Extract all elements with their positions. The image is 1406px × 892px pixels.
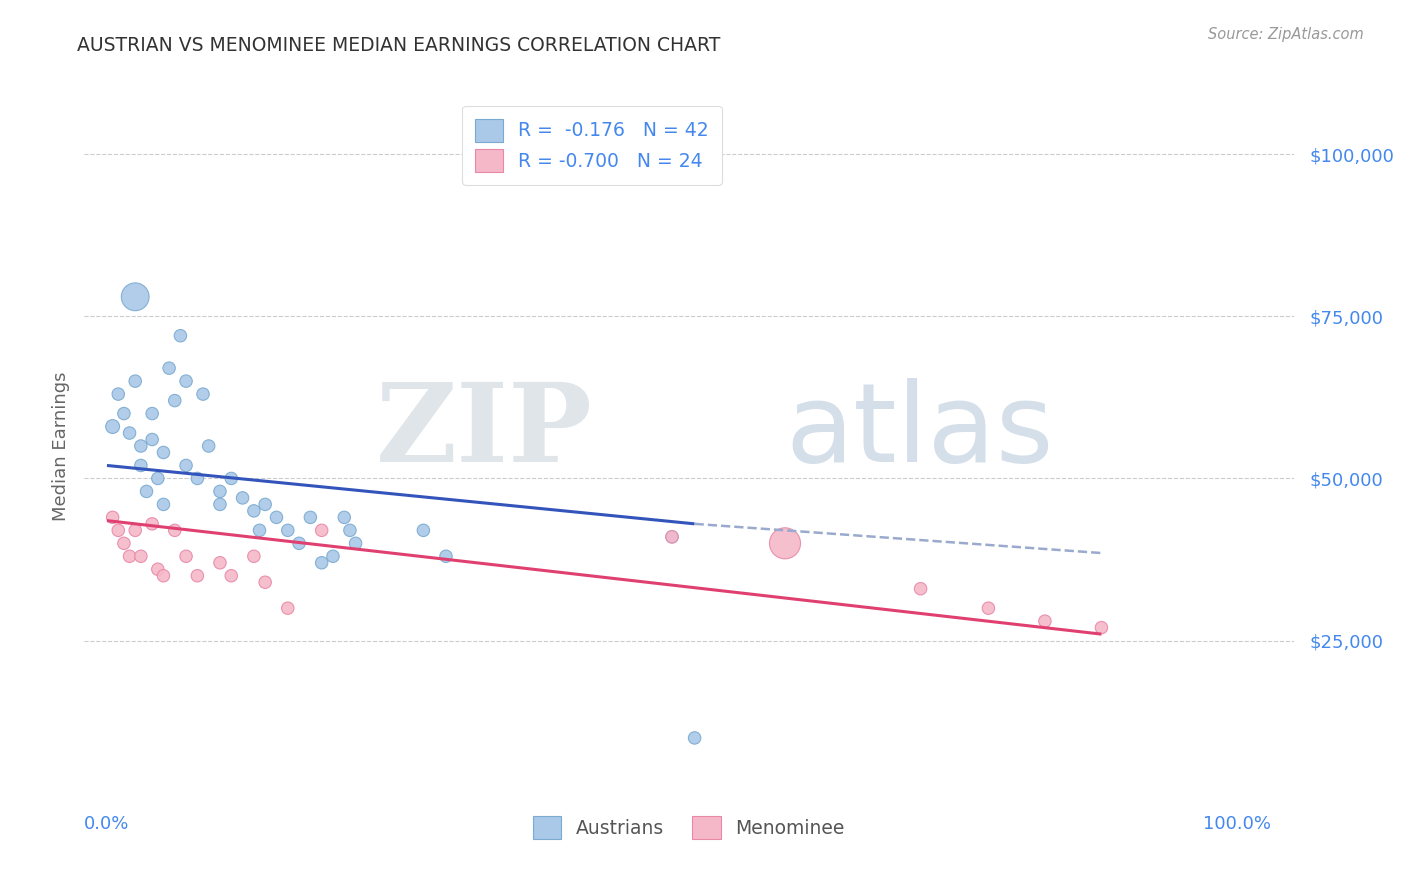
Point	[129, 458, 152, 473]
Point	[124, 374, 146, 388]
Point	[299, 510, 322, 524]
Text: atlas: atlas	[786, 378, 1054, 485]
Point	[333, 510, 356, 524]
Point	[112, 536, 135, 550]
Point	[249, 524, 271, 538]
Point	[152, 497, 174, 511]
Point	[208, 497, 231, 511]
Point	[141, 407, 163, 421]
Point	[412, 524, 434, 538]
Point	[434, 549, 457, 564]
Point	[118, 549, 141, 564]
Point	[101, 510, 124, 524]
Point	[141, 516, 163, 531]
Point	[288, 536, 311, 550]
Text: Source: ZipAtlas.com: Source: ZipAtlas.com	[1208, 27, 1364, 42]
Point	[163, 524, 186, 538]
Point	[277, 601, 299, 615]
Point	[910, 582, 932, 596]
Point	[112, 407, 135, 421]
Point	[174, 549, 197, 564]
Point	[186, 568, 208, 582]
Point	[219, 568, 242, 582]
Point	[146, 471, 169, 485]
Text: AUSTRIAN VS MENOMINEE MEDIAN EARNINGS CORRELATION CHART: AUSTRIAN VS MENOMINEE MEDIAN EARNINGS CO…	[77, 36, 721, 54]
Point	[254, 497, 277, 511]
Point	[977, 601, 1000, 615]
Point	[107, 524, 129, 538]
Point	[277, 524, 299, 538]
Point	[129, 549, 152, 564]
Point	[232, 491, 254, 505]
Point	[174, 458, 197, 473]
Point	[141, 433, 163, 447]
Point	[101, 419, 124, 434]
Point	[339, 524, 361, 538]
Point	[661, 530, 683, 544]
Point	[322, 549, 344, 564]
Point	[107, 387, 129, 401]
Point	[174, 374, 197, 388]
Point	[186, 471, 208, 485]
Point	[311, 556, 333, 570]
Point	[124, 524, 146, 538]
Point	[311, 524, 333, 538]
Legend: Austrians, Menominee: Austrians, Menominee	[522, 805, 856, 850]
Point	[254, 575, 277, 590]
Point	[219, 471, 242, 485]
Text: ZIP: ZIP	[375, 378, 592, 485]
Point	[1033, 614, 1056, 628]
Point	[266, 510, 288, 524]
Point	[152, 568, 174, 582]
Point	[169, 328, 191, 343]
Point	[243, 549, 266, 564]
Point	[163, 393, 186, 408]
Point	[661, 530, 683, 544]
Point	[118, 425, 141, 440]
Point	[344, 536, 367, 550]
Point	[124, 290, 146, 304]
Point	[683, 731, 706, 745]
Y-axis label: Median Earnings: Median Earnings	[52, 371, 70, 521]
Point	[191, 387, 214, 401]
Point	[208, 556, 231, 570]
Point	[129, 439, 152, 453]
Point	[135, 484, 157, 499]
Point	[1090, 621, 1112, 635]
Point	[152, 445, 174, 459]
Point	[146, 562, 169, 576]
Point	[157, 361, 180, 376]
Point	[197, 439, 219, 453]
Point	[773, 536, 796, 550]
Point	[208, 484, 231, 499]
Point	[243, 504, 266, 518]
